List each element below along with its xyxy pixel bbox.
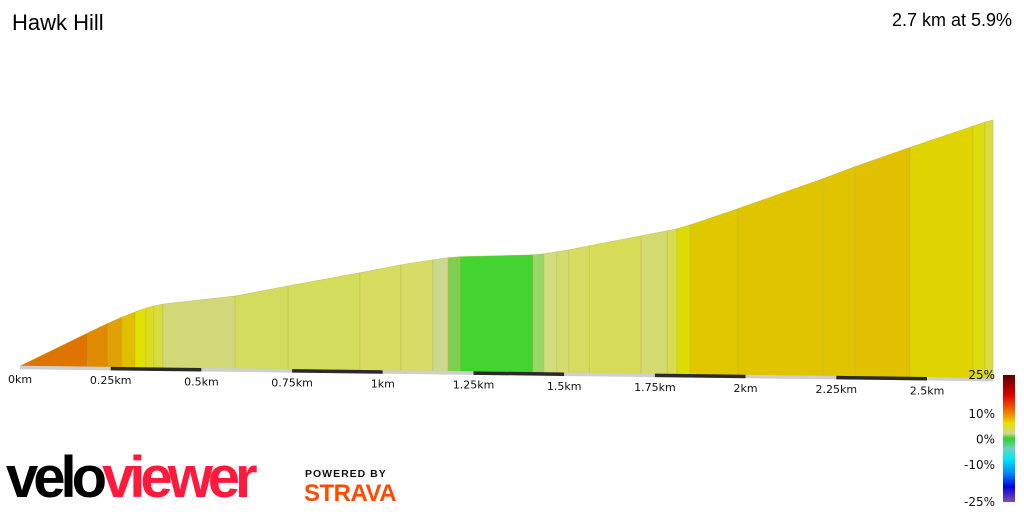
strava-logo: STRAVA bbox=[304, 480, 397, 507]
colorbar-labels: 25% 10% 0% -10% -25% bbox=[964, 368, 995, 509]
distance-scale-bar bbox=[292, 369, 383, 374]
profile-segment bbox=[737, 178, 824, 377]
profile-segment bbox=[588, 235, 642, 375]
profile-segment bbox=[107, 316, 123, 368]
profile-segment bbox=[162, 295, 236, 369]
segment-title: Hawk Hill bbox=[12, 10, 104, 35]
profile-segment bbox=[121, 311, 136, 368]
x-tick-label: 1.75km bbox=[634, 381, 676, 394]
colorbar-label: 0% bbox=[976, 433, 995, 447]
profile-segment bbox=[543, 251, 558, 373]
profile-segment bbox=[400, 259, 434, 372]
colorbar-label: -10% bbox=[964, 458, 995, 472]
profile-segment bbox=[134, 307, 147, 368]
profile-segment bbox=[459, 254, 534, 373]
veloviewer-logo: veloviewer bbox=[6, 445, 258, 510]
powered-by-label: POWERED BY bbox=[305, 468, 387, 480]
distance-scale-bar bbox=[654, 373, 746, 379]
distance-scale-bar bbox=[110, 366, 202, 372]
distance-baseline bbox=[19, 365, 994, 382]
x-tick-label: 2.25km bbox=[816, 383, 858, 396]
distance-scale-bar bbox=[745, 374, 837, 380]
x-tick-label: 1.5km bbox=[547, 380, 582, 393]
x-tick-label: 0.75km bbox=[271, 376, 313, 389]
logo-velo: velo bbox=[6, 445, 107, 510]
distance-scale-bar bbox=[836, 375, 928, 381]
x-tick-label: 0.5km bbox=[184, 375, 219, 388]
profile-segment bbox=[854, 146, 911, 378]
x-axis-ticks: 0km 0.25km 0.5km 0.75km 1km 1.25km 1.5km 1.75km… bbox=[8, 373, 944, 397]
x-tick-label: 0km bbox=[8, 373, 32, 386]
profile-segment bbox=[234, 285, 289, 370]
x-tick-label: 1.25km bbox=[453, 379, 495, 392]
colorbar-label: -25% bbox=[964, 495, 995, 509]
profile-segment bbox=[19, 332, 89, 368]
profile-segment bbox=[532, 253, 545, 373]
profile-segment bbox=[984, 119, 994, 379]
colorbar-label: 10% bbox=[968, 407, 995, 421]
distance-scale-bar bbox=[382, 370, 474, 375]
profile-segment bbox=[153, 303, 164, 369]
profile-segment bbox=[447, 256, 461, 372]
distance-scale-bar bbox=[926, 377, 994, 382]
segment-summary: 2.7 km at 5.9% bbox=[891, 10, 1012, 30]
profile-segment bbox=[145, 305, 155, 368]
profile-segments bbox=[19, 119, 994, 379]
profile-segment bbox=[972, 121, 986, 379]
profile-segment bbox=[359, 264, 402, 372]
profile-segment bbox=[822, 166, 856, 377]
x-tick-label: 1km bbox=[371, 378, 395, 391]
profile-segment bbox=[640, 230, 668, 375]
profile-segment bbox=[909, 125, 974, 379]
profile-segment bbox=[689, 208, 739, 376]
profile-segment bbox=[676, 224, 691, 375]
profile-segment bbox=[287, 272, 361, 371]
logo-viewer: viewer bbox=[102, 445, 258, 510]
gradient-colorbar bbox=[1003, 375, 1015, 502]
profile-segment bbox=[568, 245, 590, 374]
x-tick-label: 2.5km bbox=[910, 384, 945, 397]
distance-scale-bar bbox=[201, 368, 293, 373]
x-tick-label: 0.25km bbox=[90, 374, 132, 387]
profile-segment bbox=[556, 249, 570, 374]
colorbar-label: 25% bbox=[968, 368, 995, 382]
profile-segment bbox=[87, 322, 109, 368]
distance-scale-bar bbox=[473, 371, 565, 376]
distance-scale-bar bbox=[19, 365, 111, 371]
distance-scale-bar bbox=[564, 372, 655, 378]
profile-segment bbox=[432, 257, 449, 372]
x-tick-label: 2km bbox=[734, 382, 758, 395]
profile-segment bbox=[666, 228, 678, 375]
